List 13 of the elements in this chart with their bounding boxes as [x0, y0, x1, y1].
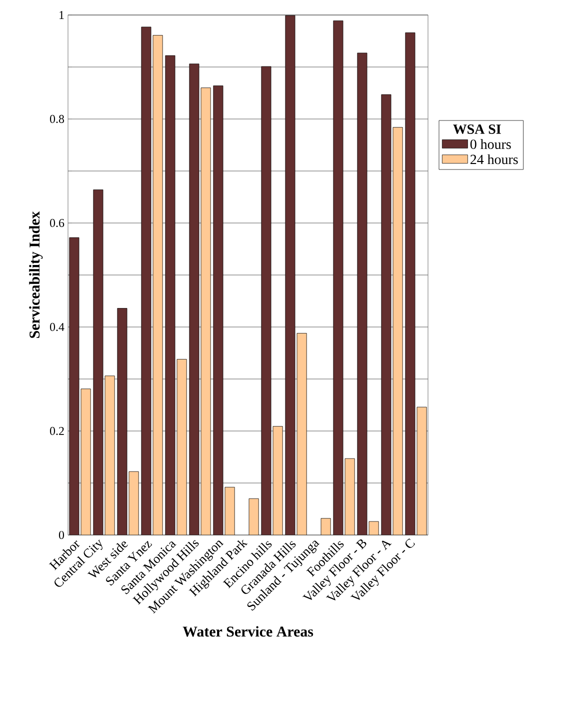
legend-label: 24 hours — [470, 154, 518, 164]
bar — [248, 498, 259, 535]
y-tick-label: 0 — [58, 530, 64, 540]
y-tick-label: 1 — [60, 11, 64, 19]
bar — [320, 518, 331, 535]
y-tick-label: 0.4 — [50, 322, 64, 332]
legend-label: 0 hours — [470, 139, 511, 150]
y-axis-title: Serviceability Index — [29, 211, 43, 338]
y-tick-label: 0.6 — [50, 218, 64, 228]
x-axis-title: Water Service Areas — [182, 626, 314, 637]
y-tick-label: 0.8 — [50, 114, 64, 124]
legend-title: WSA SI — [453, 124, 501, 134]
y-tick-label: 0.2 — [50, 426, 64, 436]
